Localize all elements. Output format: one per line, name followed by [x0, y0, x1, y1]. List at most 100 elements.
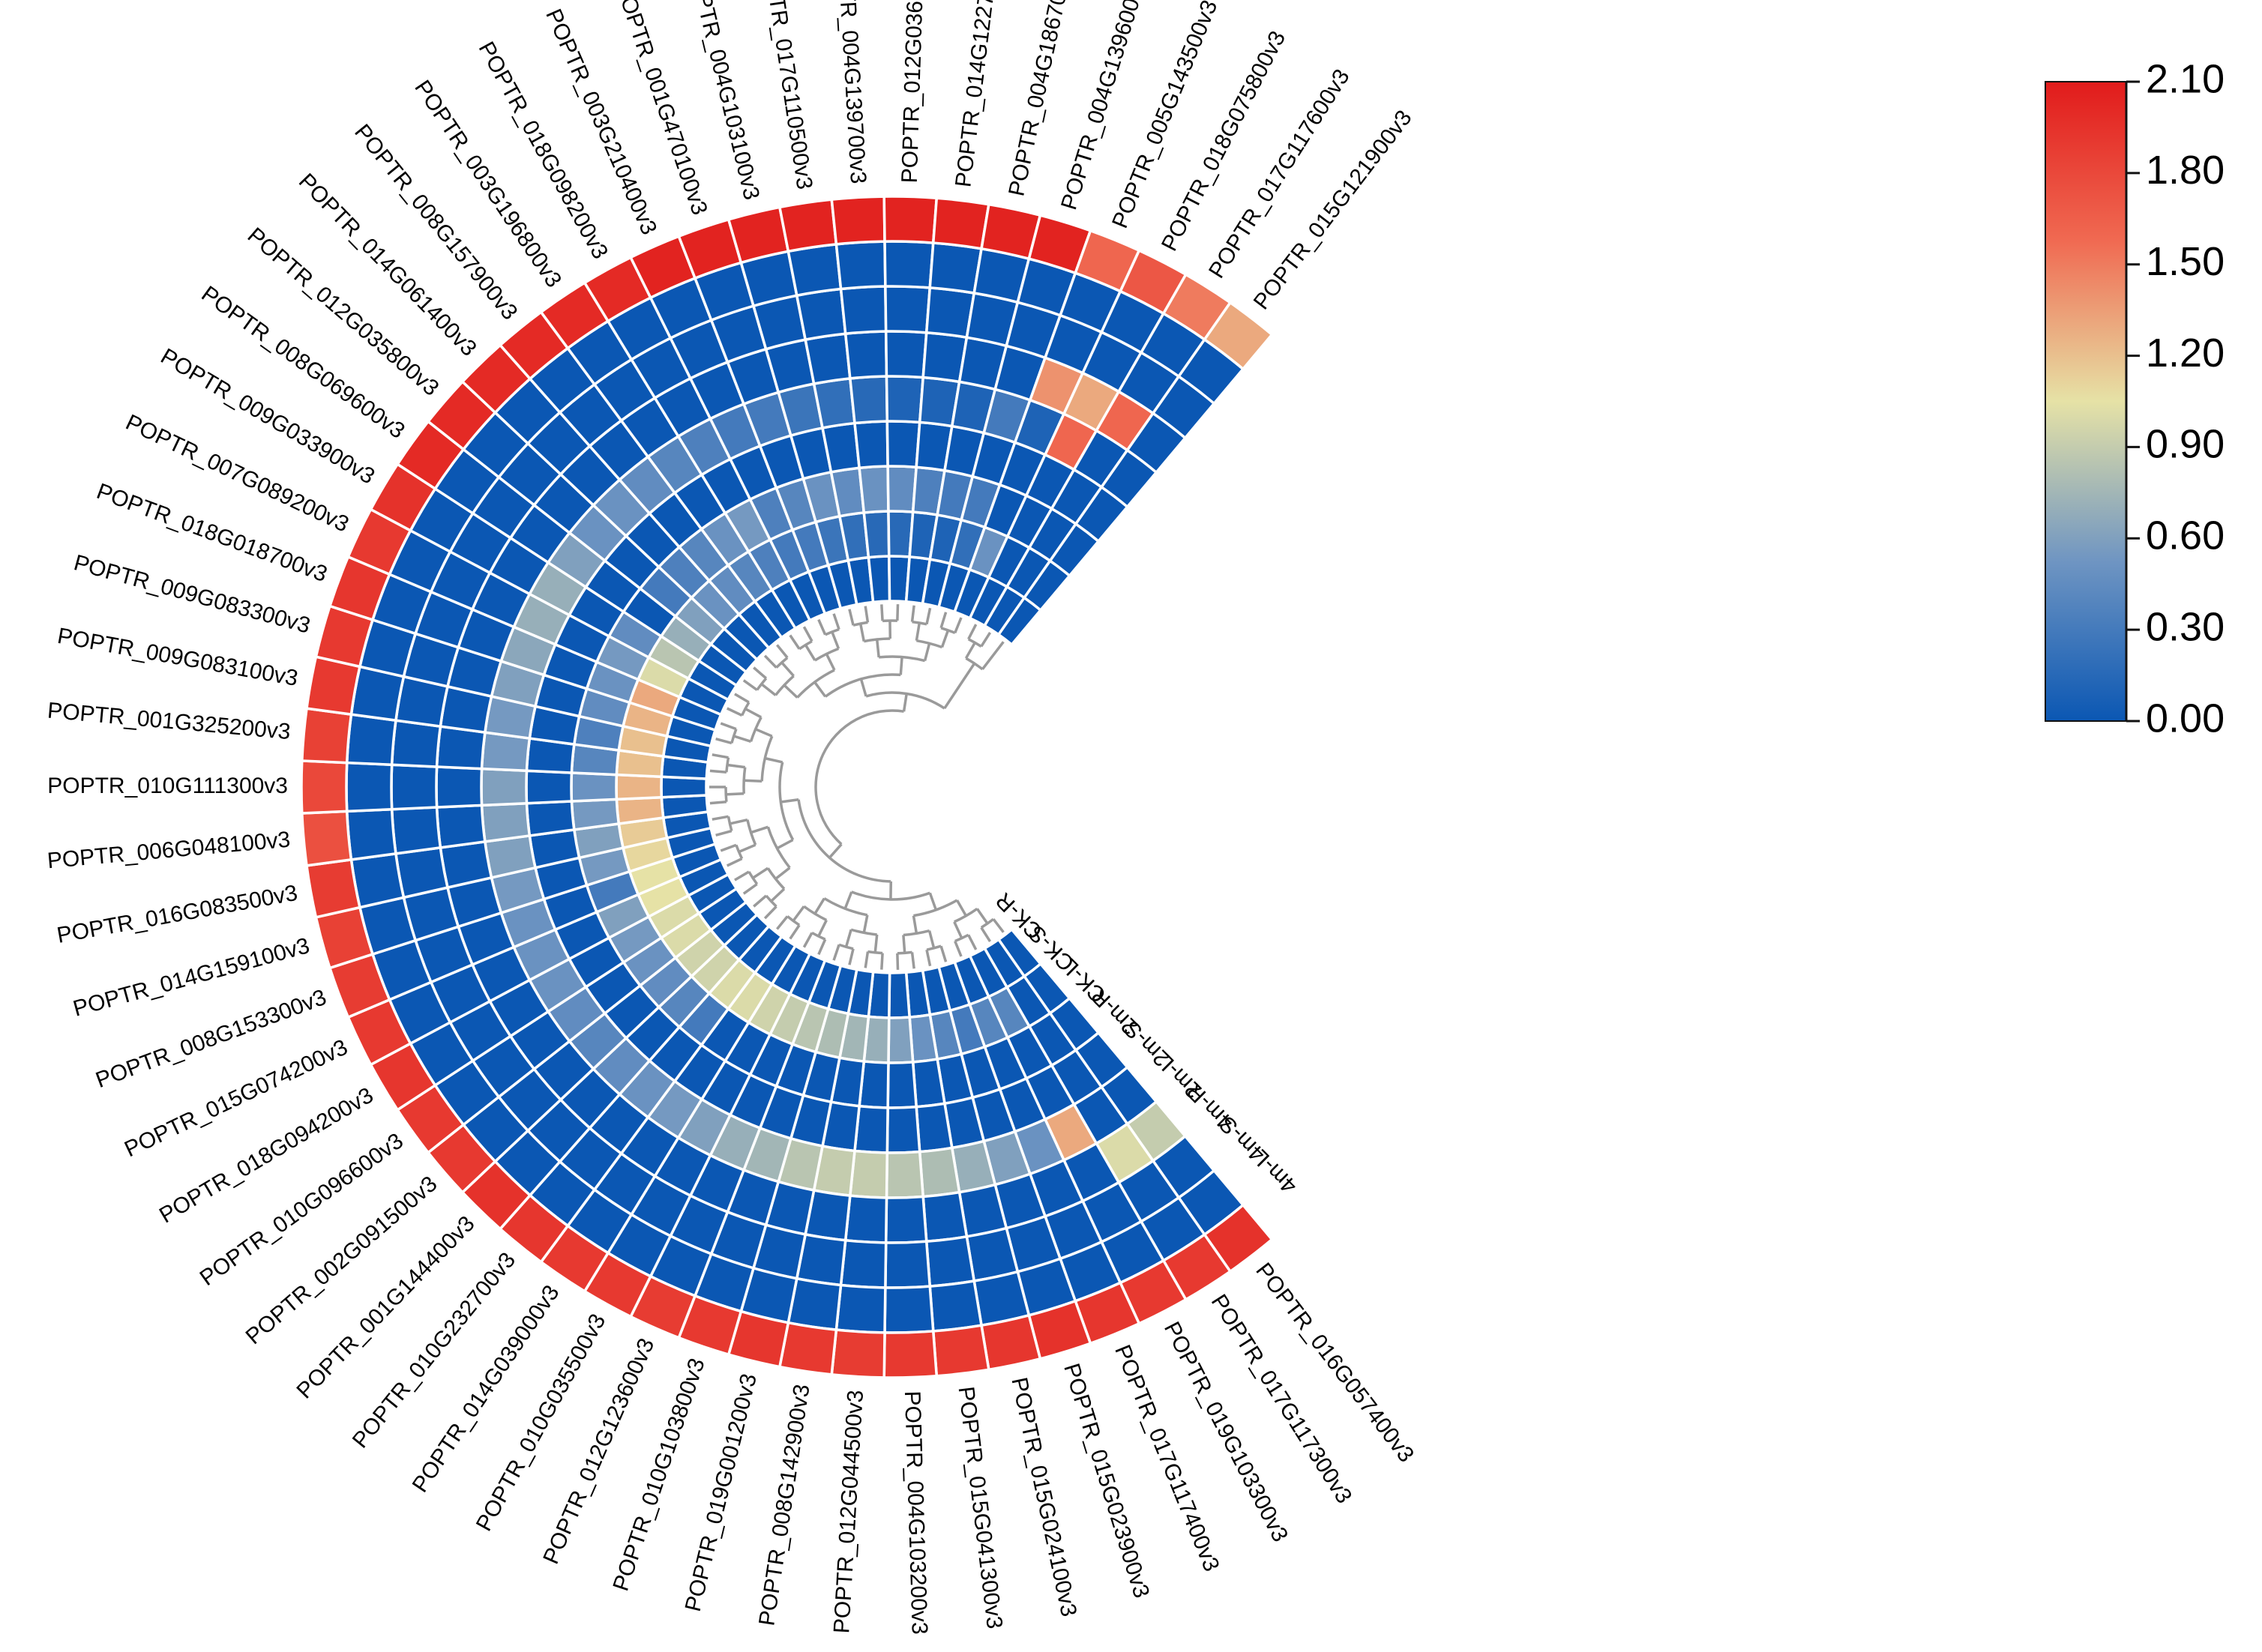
heat-cell: [812, 376, 856, 429]
heat-cell: [439, 839, 493, 890]
dendrogram-branch: [954, 907, 978, 923]
gene-label: POPTR_018G094200v3: [155, 1083, 378, 1229]
gene-label: POPTR_012G044500v3: [829, 1390, 868, 1635]
dendrogram-branch: [726, 707, 743, 717]
heat-cell: [570, 771, 619, 803]
dendrogram-branch: [980, 917, 995, 929]
dendrogram-branch: [749, 717, 762, 742]
dendrogram-branch: [843, 891, 853, 909]
dendrogram-branch: [727, 763, 745, 769]
dendrogram-branch: [925, 949, 932, 967]
dendrogram-branch: [980, 631, 992, 648]
gene-label: POPTR_009G033900v3: [157, 344, 379, 489]
dendrogram-branch: [864, 606, 870, 623]
heat-cell: [435, 765, 484, 809]
gene-label: POPTR_008G069600v3: [197, 281, 409, 444]
heat-cell: [830, 1328, 886, 1379]
heat-cell: [886, 1061, 918, 1109]
heat-cell: [394, 845, 450, 899]
dendrogram-branch: [750, 825, 768, 834]
heat-cell: [848, 1149, 889, 1199]
dendrogram-branch: [802, 932, 813, 948]
gene-label: POPTR_015G041300v3: [953, 1385, 1007, 1630]
dendrogram-branch: [813, 897, 825, 914]
heat-cell: [848, 375, 889, 425]
gene-label: POPTR_008G142900v3: [754, 1383, 814, 1628]
gene-label: POPTR_010G111300v3: [47, 774, 288, 798]
dendrogram-branch: [817, 919, 828, 937]
dendrogram-branch: [916, 639, 943, 649]
dendrogram-branch: [752, 866, 769, 879]
dendrogram-branch: [832, 613, 840, 630]
dendrogram-branch: [814, 647, 840, 662]
dendrogram-branch: [798, 639, 813, 651]
gene-label: POPTR_016G057400v3: [1251, 1258, 1419, 1467]
heat-cell: [435, 725, 487, 771]
dendrogram-branch: [780, 798, 799, 804]
gene-label: POPTR_017G117300v3: [1206, 1290, 1357, 1508]
heat-cell: [305, 857, 362, 919]
colorbar-tick-label: 1.20: [2146, 331, 2225, 376]
heat-cell: [795, 287, 847, 342]
heat-cell: [804, 332, 852, 386]
dendrogram-branch: [742, 679, 758, 691]
heatmap-cells: [300, 195, 1274, 1379]
dendrogram-branch: [899, 657, 903, 675]
gene-label: POPTR_015G121900v3: [1249, 106, 1417, 314]
dendrogram-branch: [802, 626, 813, 642]
dendrogram-branch: [804, 644, 816, 661]
dendrogram-branch: [763, 905, 777, 920]
heat-cell: [915, 1102, 954, 1154]
gene-label: POPTR_006G048100v3: [46, 827, 292, 874]
heat-cell: [882, 1330, 939, 1379]
heat-cell: [786, 242, 843, 298]
gene-label: POPTR_003G196800v3: [409, 76, 566, 292]
dendrogram-branch: [954, 940, 963, 957]
colorbar-tick-label: 1.80: [2146, 148, 2225, 193]
dendrogram-branch: [776, 915, 789, 930]
dendrogram-branch: [730, 729, 738, 744]
dendrogram-branch: [730, 818, 748, 825]
dendrogram-branch: [774, 866, 791, 880]
heat-cell: [883, 240, 935, 289]
dendrogram-branch: [927, 930, 936, 949]
heat-cell: [390, 719, 442, 768]
heat-cell: [843, 1194, 888, 1244]
heat-cell: [300, 759, 349, 815]
colorbar-tick-label: 0.00: [2146, 696, 2225, 741]
dendrogram-branch: [738, 843, 756, 854]
dendrogram-branch: [967, 624, 978, 640]
dendrogram-branch: [813, 681, 827, 698]
dendrogram-branch: [828, 843, 843, 859]
heat-cell: [834, 1283, 887, 1334]
heat-cell: [345, 807, 397, 861]
heat-cell: [345, 761, 394, 813]
dendrogram-branch: [858, 623, 866, 642]
heat-cell: [882, 195, 939, 244]
heat-cell: [885, 1105, 921, 1154]
colorbar-tick-label: 1.50: [2146, 239, 2225, 284]
heat-cell: [918, 1146, 961, 1199]
gene-label: POPTR_015G024100v3: [1006, 1375, 1081, 1619]
dendrogram-branch: [797, 799, 891, 883]
heat-cell: [615, 795, 665, 825]
heat-cell: [300, 810, 353, 867]
dendrogram-branch: [912, 915, 918, 934]
dendrogram-branch: [848, 609, 855, 626]
gene-label: POPTR_009G083100v3: [55, 624, 300, 691]
dendrogram-branch: [992, 918, 1005, 933]
heat-cell: [867, 555, 891, 604]
heat-cell: [883, 1285, 935, 1334]
dendrogram-branch: [733, 735, 752, 743]
dendrogram-branch: [792, 905, 805, 922]
gene-label: POPTR_012G036000v3: [897, 0, 930, 184]
dendrogram-branch: [748, 871, 759, 885]
dendrogram-branch: [770, 887, 786, 902]
heat-cell: [980, 1313, 1042, 1372]
heat-cell: [928, 241, 984, 295]
dendrogram-branch: [896, 953, 900, 970]
heat-cell: [884, 1240, 932, 1289]
heat-cell: [858, 465, 890, 514]
dendrogram-branch: [902, 693, 908, 712]
heat-cell: [885, 1150, 925, 1199]
